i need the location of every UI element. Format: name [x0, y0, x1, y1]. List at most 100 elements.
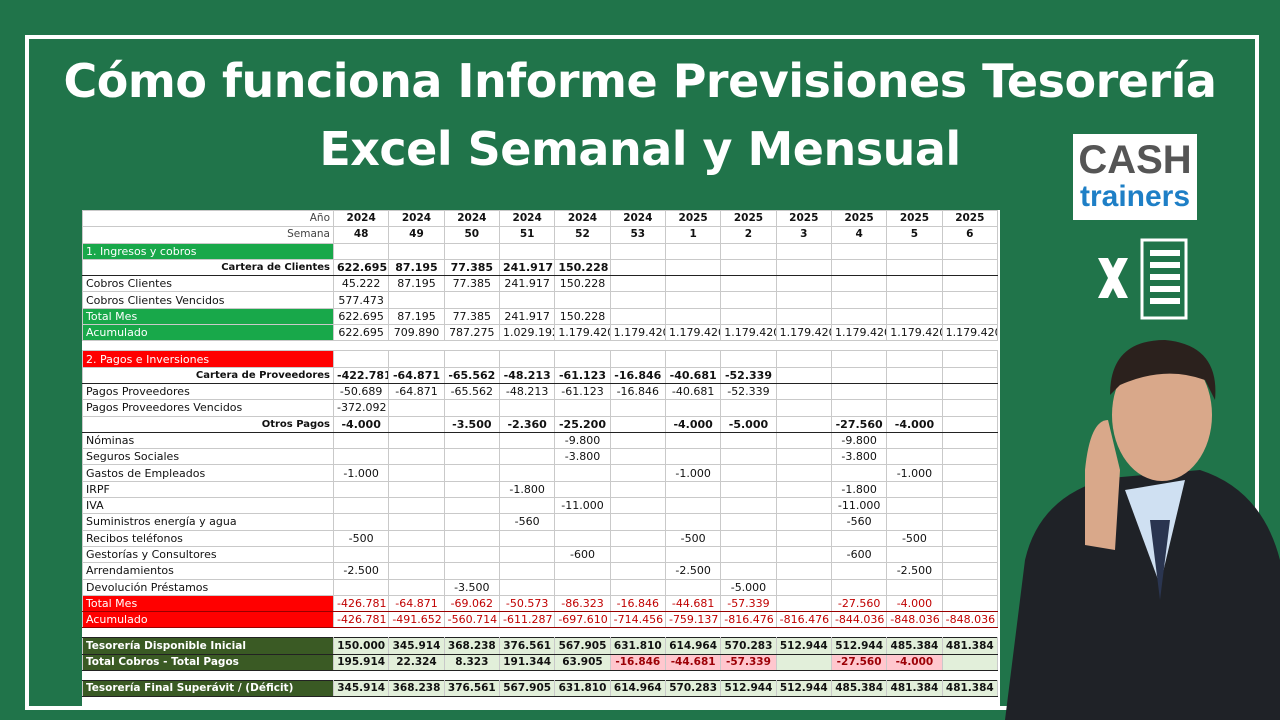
row-label: IRPF: [82, 480, 334, 499]
cell: [388, 578, 445, 596]
cell: -491.652: [388, 611, 445, 629]
cell: -40.681: [664, 382, 722, 401]
cell: [720, 480, 777, 499]
treasury-table: Año 2024 2024 2024 2024 2024 2024 2025 2025 2025 2…: [82, 209, 999, 698]
cell: -3.500: [443, 578, 500, 596]
cell: [886, 545, 943, 564]
cell: 1.179.420: [886, 324, 943, 342]
cell: 2024: [443, 209, 500, 228]
cell: 1.179.420: [775, 324, 832, 342]
table-row: Pagos Proveedores Vencidos -372.092: [82, 399, 999, 417]
cell: [498, 545, 556, 564]
cell: [388, 545, 445, 564]
cell: [498, 291, 556, 309]
cell: -64.871: [388, 382, 445, 401]
cell: -57.339: [720, 653, 777, 672]
cell: -816.476: [720, 611, 777, 629]
cell: [941, 480, 999, 499]
cell: [941, 307, 999, 326]
cell: -2.500: [664, 562, 722, 580]
cell: [886, 578, 943, 596]
row-label: Año: [82, 209, 334, 228]
cell: [443, 497, 500, 515]
table-row: Total Mes -426.781 -64.871 -69.062 -50.573 -8…: [82, 594, 999, 613]
cell: [443, 448, 500, 466]
cell: 1.029.192: [498, 324, 556, 342]
cell: 631.810: [609, 637, 666, 655]
cell: 614.964: [609, 680, 666, 698]
table-row: Otros Pagos -4.000 -3.500 -2.360 -25.200 -4.0…: [82, 415, 999, 433]
cell: -2.500: [886, 562, 943, 580]
cell: [332, 242, 390, 260]
cell: [609, 497, 666, 515]
cell: [720, 307, 777, 326]
row-label: 1. Ingresos y cobros: [82, 242, 334, 260]
cell: [332, 513, 390, 531]
cell: [498, 431, 556, 450]
cell: 485.384: [886, 637, 943, 655]
cell: [830, 464, 888, 482]
cell: [720, 291, 777, 309]
cell: 512.944: [775, 680, 832, 698]
cell: [941, 242, 999, 260]
row-label: Seguros Sociales: [82, 448, 334, 466]
cell: [720, 448, 777, 466]
cell: [609, 529, 666, 547]
logo-text: CASH: [1078, 138, 1192, 182]
cell: -50.573: [498, 594, 556, 613]
cell: [886, 431, 943, 450]
table-row: Total Mes 622.695 87.195 77.385 241.917 150.2…: [82, 307, 999, 326]
cell: -64.871: [388, 366, 445, 384]
cell: [775, 275, 832, 293]
cell: [443, 480, 500, 499]
cell: [720, 350, 777, 368]
cell: [554, 529, 611, 547]
cell: 485.384: [830, 680, 888, 698]
cell: 577.473: [332, 291, 390, 309]
cell: [609, 513, 666, 531]
cell: [554, 578, 611, 596]
cell: -16.846: [609, 594, 666, 613]
cell: 614.964: [664, 637, 722, 655]
spreadsheet: Año 2024 2024 2024 2024 2024 2024 2025 2025 2025 2…: [82, 209, 1000, 708]
cell: -61.123: [554, 382, 611, 401]
table-row: 1. Ingresos y cobros: [82, 242, 999, 260]
cell: [775, 366, 832, 384]
cell: 570.283: [720, 637, 777, 655]
cell: [830, 307, 888, 326]
cell: [720, 464, 777, 482]
cell: [941, 366, 999, 384]
cell: [830, 258, 888, 277]
cell: -426.781: [332, 611, 390, 629]
cell: 631.810: [554, 680, 611, 698]
cell: -48.213: [498, 366, 556, 384]
cell: [775, 382, 832, 401]
row-label: Total Cobros - Total Pagos: [82, 653, 334, 672]
cell: 570.283: [664, 680, 722, 698]
cell: [886, 448, 943, 466]
logo: CASH trainers: [1073, 134, 1197, 220]
cell: [443, 464, 500, 482]
cell: -3.800: [554, 448, 611, 466]
cell: [443, 562, 500, 580]
cell: [388, 529, 445, 547]
title-line: Cómo funciona Informe Previsiones Tesore…: [63, 54, 1217, 108]
cell: [720, 562, 777, 580]
cell: 22.324: [388, 653, 445, 672]
row-label: Recibos teléfonos: [82, 529, 334, 547]
cell: [664, 307, 722, 326]
cell: -697.610: [554, 611, 611, 629]
table-row: Pagos Proveedores -50.689 -64.871 -65.562 -4…: [82, 382, 999, 401]
row-label: Semana: [82, 226, 334, 244]
row-label: Tesorería Final Superávit / (Déficit): [82, 680, 334, 698]
cell: 87.195: [388, 258, 445, 277]
table-row: Cobros Clientes 45.222 87.195 77.385 241.917…: [82, 275, 999, 293]
cell: [886, 382, 943, 401]
cell: 1.179.420: [609, 324, 666, 342]
cell: [609, 545, 666, 564]
cell: 2025: [720, 209, 777, 228]
cell: 512.944: [830, 637, 888, 655]
cell: [775, 529, 832, 547]
table-row: Gastos de Empleados -1.000 -1.000 -1.000: [82, 464, 999, 482]
cell: 2025: [830, 209, 888, 228]
